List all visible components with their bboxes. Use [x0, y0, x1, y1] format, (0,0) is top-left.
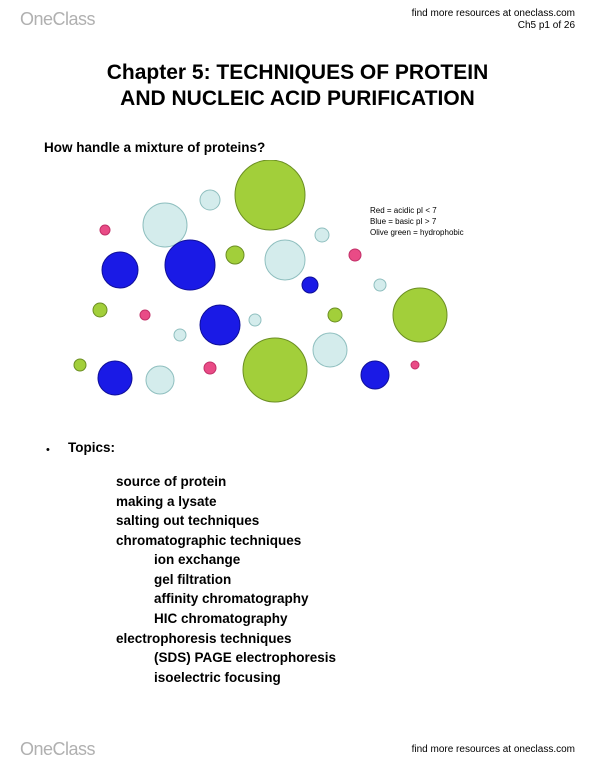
protein-circle-blue [165, 240, 215, 290]
topics-list: source of proteinmaking a lysatesalting … [116, 472, 336, 687]
section-subheading: How handle a mixture of proteins? [44, 140, 265, 155]
protein-circle-olive [74, 359, 86, 371]
protein-circle-pink [140, 310, 150, 320]
topic-item: electrophoresis techniques [116, 629, 336, 649]
protein-circle-olive [393, 288, 447, 342]
protein-circle-lightblue [265, 240, 305, 280]
chapter-title: Chapter 5: TECHNIQUES OF PROTEIN AND NUC… [0, 60, 595, 113]
protein-circle-lightblue [174, 329, 186, 341]
topic-item: gel filtration [116, 570, 336, 590]
protein-circle-blue [302, 277, 318, 293]
topic-item: ion exchange [116, 550, 336, 570]
resources-link-bottom[interactable]: find more resources at oneclass.com [412, 744, 575, 755]
footer: OneClass find more resources at oneclass… [0, 739, 595, 760]
logo-top: OneClass [20, 9, 95, 30]
protein-circle-pink [204, 362, 216, 374]
protein-circle-blue [98, 361, 132, 395]
protein-circle-lightblue [200, 190, 220, 210]
topic-item: isoelectric focusing [116, 668, 336, 688]
resources-link-top[interactable]: find more resources at oneclass.com [412, 8, 575, 19]
header: OneClass find more resources at oneclass… [0, 8, 595, 31]
topics-bullet-icon: • [46, 444, 50, 456]
protein-circle-lightblue [313, 333, 347, 367]
page-indicator: Ch5 p1 of 26 [412, 20, 575, 31]
topic-item: making a lysate [116, 492, 336, 512]
protein-circle-lightblue [374, 279, 386, 291]
title-line-1: Chapter 5: TECHNIQUES OF PROTEIN [107, 61, 489, 84]
topic-item: chromatographic techniques [116, 531, 336, 551]
topic-item: affinity chromatography [116, 589, 336, 609]
protein-circle-blue [200, 305, 240, 345]
topic-item: HIC chromatography [116, 609, 336, 629]
protein-circle-lightblue [249, 314, 261, 326]
protein-circle-olive [243, 338, 307, 402]
protein-circle-lightblue [143, 203, 187, 247]
protein-circle-pink [100, 225, 110, 235]
protein-circle-olive [328, 308, 342, 322]
protein-mixture-diagram [60, 160, 520, 420]
protein-circle-olive [93, 303, 107, 317]
protein-circle-lightblue [146, 366, 174, 394]
topic-item: (SDS) PAGE electrophoresis [116, 648, 336, 668]
topic-item: salting out techniques [116, 511, 336, 531]
protein-circle-blue [102, 252, 138, 288]
topic-item: source of protein [116, 472, 336, 492]
title-line-2: AND NUCLEIC ACID PURIFICATION [120, 87, 475, 110]
topics-heading: Topics: [68, 440, 115, 455]
protein-circle-olive [226, 246, 244, 264]
header-meta: find more resources at oneclass.com Ch5 … [412, 8, 575, 31]
diagram-svg [60, 160, 520, 420]
protein-circle-olive [235, 160, 305, 230]
protein-circle-blue [361, 361, 389, 389]
protein-circle-pink [411, 361, 419, 369]
protein-circle-pink [349, 249, 361, 261]
logo-bottom: OneClass [20, 739, 95, 760]
protein-circle-lightblue [315, 228, 329, 242]
